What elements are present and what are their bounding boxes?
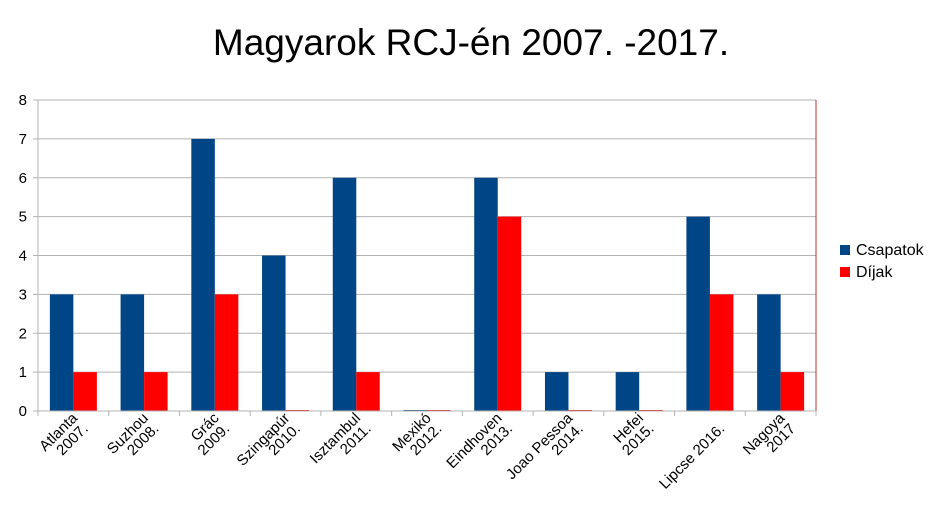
x-tick-label: Lipcse 2016. — [656, 420, 728, 492]
axes — [37, 100, 817, 416]
bar-csapatok-3 — [262, 255, 286, 411]
legend-swatch — [840, 245, 850, 255]
y-tick-label: 2 — [19, 325, 27, 342]
legend-label: Csapatok — [856, 242, 925, 259]
bar-díjak-10 — [780, 372, 805, 411]
y-tick-label: 8 — [19, 92, 27, 109]
bar-díjak-2 — [214, 294, 239, 411]
bar-csapatok-10 — [757, 294, 781, 411]
y-tick-label: 0 — [19, 403, 27, 420]
bars — [49, 138, 805, 411]
bar-csapatok-6 — [474, 177, 498, 411]
legend: Csapatok Díjak — [840, 242, 925, 281]
y-tick-label: 6 — [19, 170, 27, 187]
bar-díjak-0 — [73, 372, 97, 411]
y-tick-label: 7 — [19, 131, 27, 148]
bar-díjak-4 — [356, 372, 380, 411]
y-tick-label: 4 — [19, 248, 27, 265]
bar-díjak-1 — [144, 372, 168, 411]
chart-title: Magyarok RCJ-én 2007. -2017. — [212, 22, 730, 63]
bar-díjak-9 — [709, 294, 734, 411]
y-tick-label: 3 — [19, 286, 27, 303]
y-tick-label: 5 — [19, 209, 27, 226]
y-tick-labels: 0 1 2 3 4 5 6 7 8 — [19, 92, 27, 420]
bar-csapatok-1 — [120, 294, 145, 411]
y-tick-label: 1 — [19, 364, 27, 381]
bar-csapatok-2 — [191, 138, 215, 411]
bar-csapatok-8 — [615, 372, 640, 411]
bar-díjak-6 — [497, 216, 522, 411]
x-tick-label-line: Lipcse 2016. — [656, 420, 728, 492]
bar-csapatok-0 — [49, 294, 74, 411]
legend-label: Díjak — [856, 264, 893, 281]
legend-swatch — [840, 267, 850, 277]
bar-csapatok-4 — [332, 177, 357, 411]
bar-csapatok-7 — [544, 372, 569, 411]
bar-csapatok-9 — [686, 216, 710, 411]
